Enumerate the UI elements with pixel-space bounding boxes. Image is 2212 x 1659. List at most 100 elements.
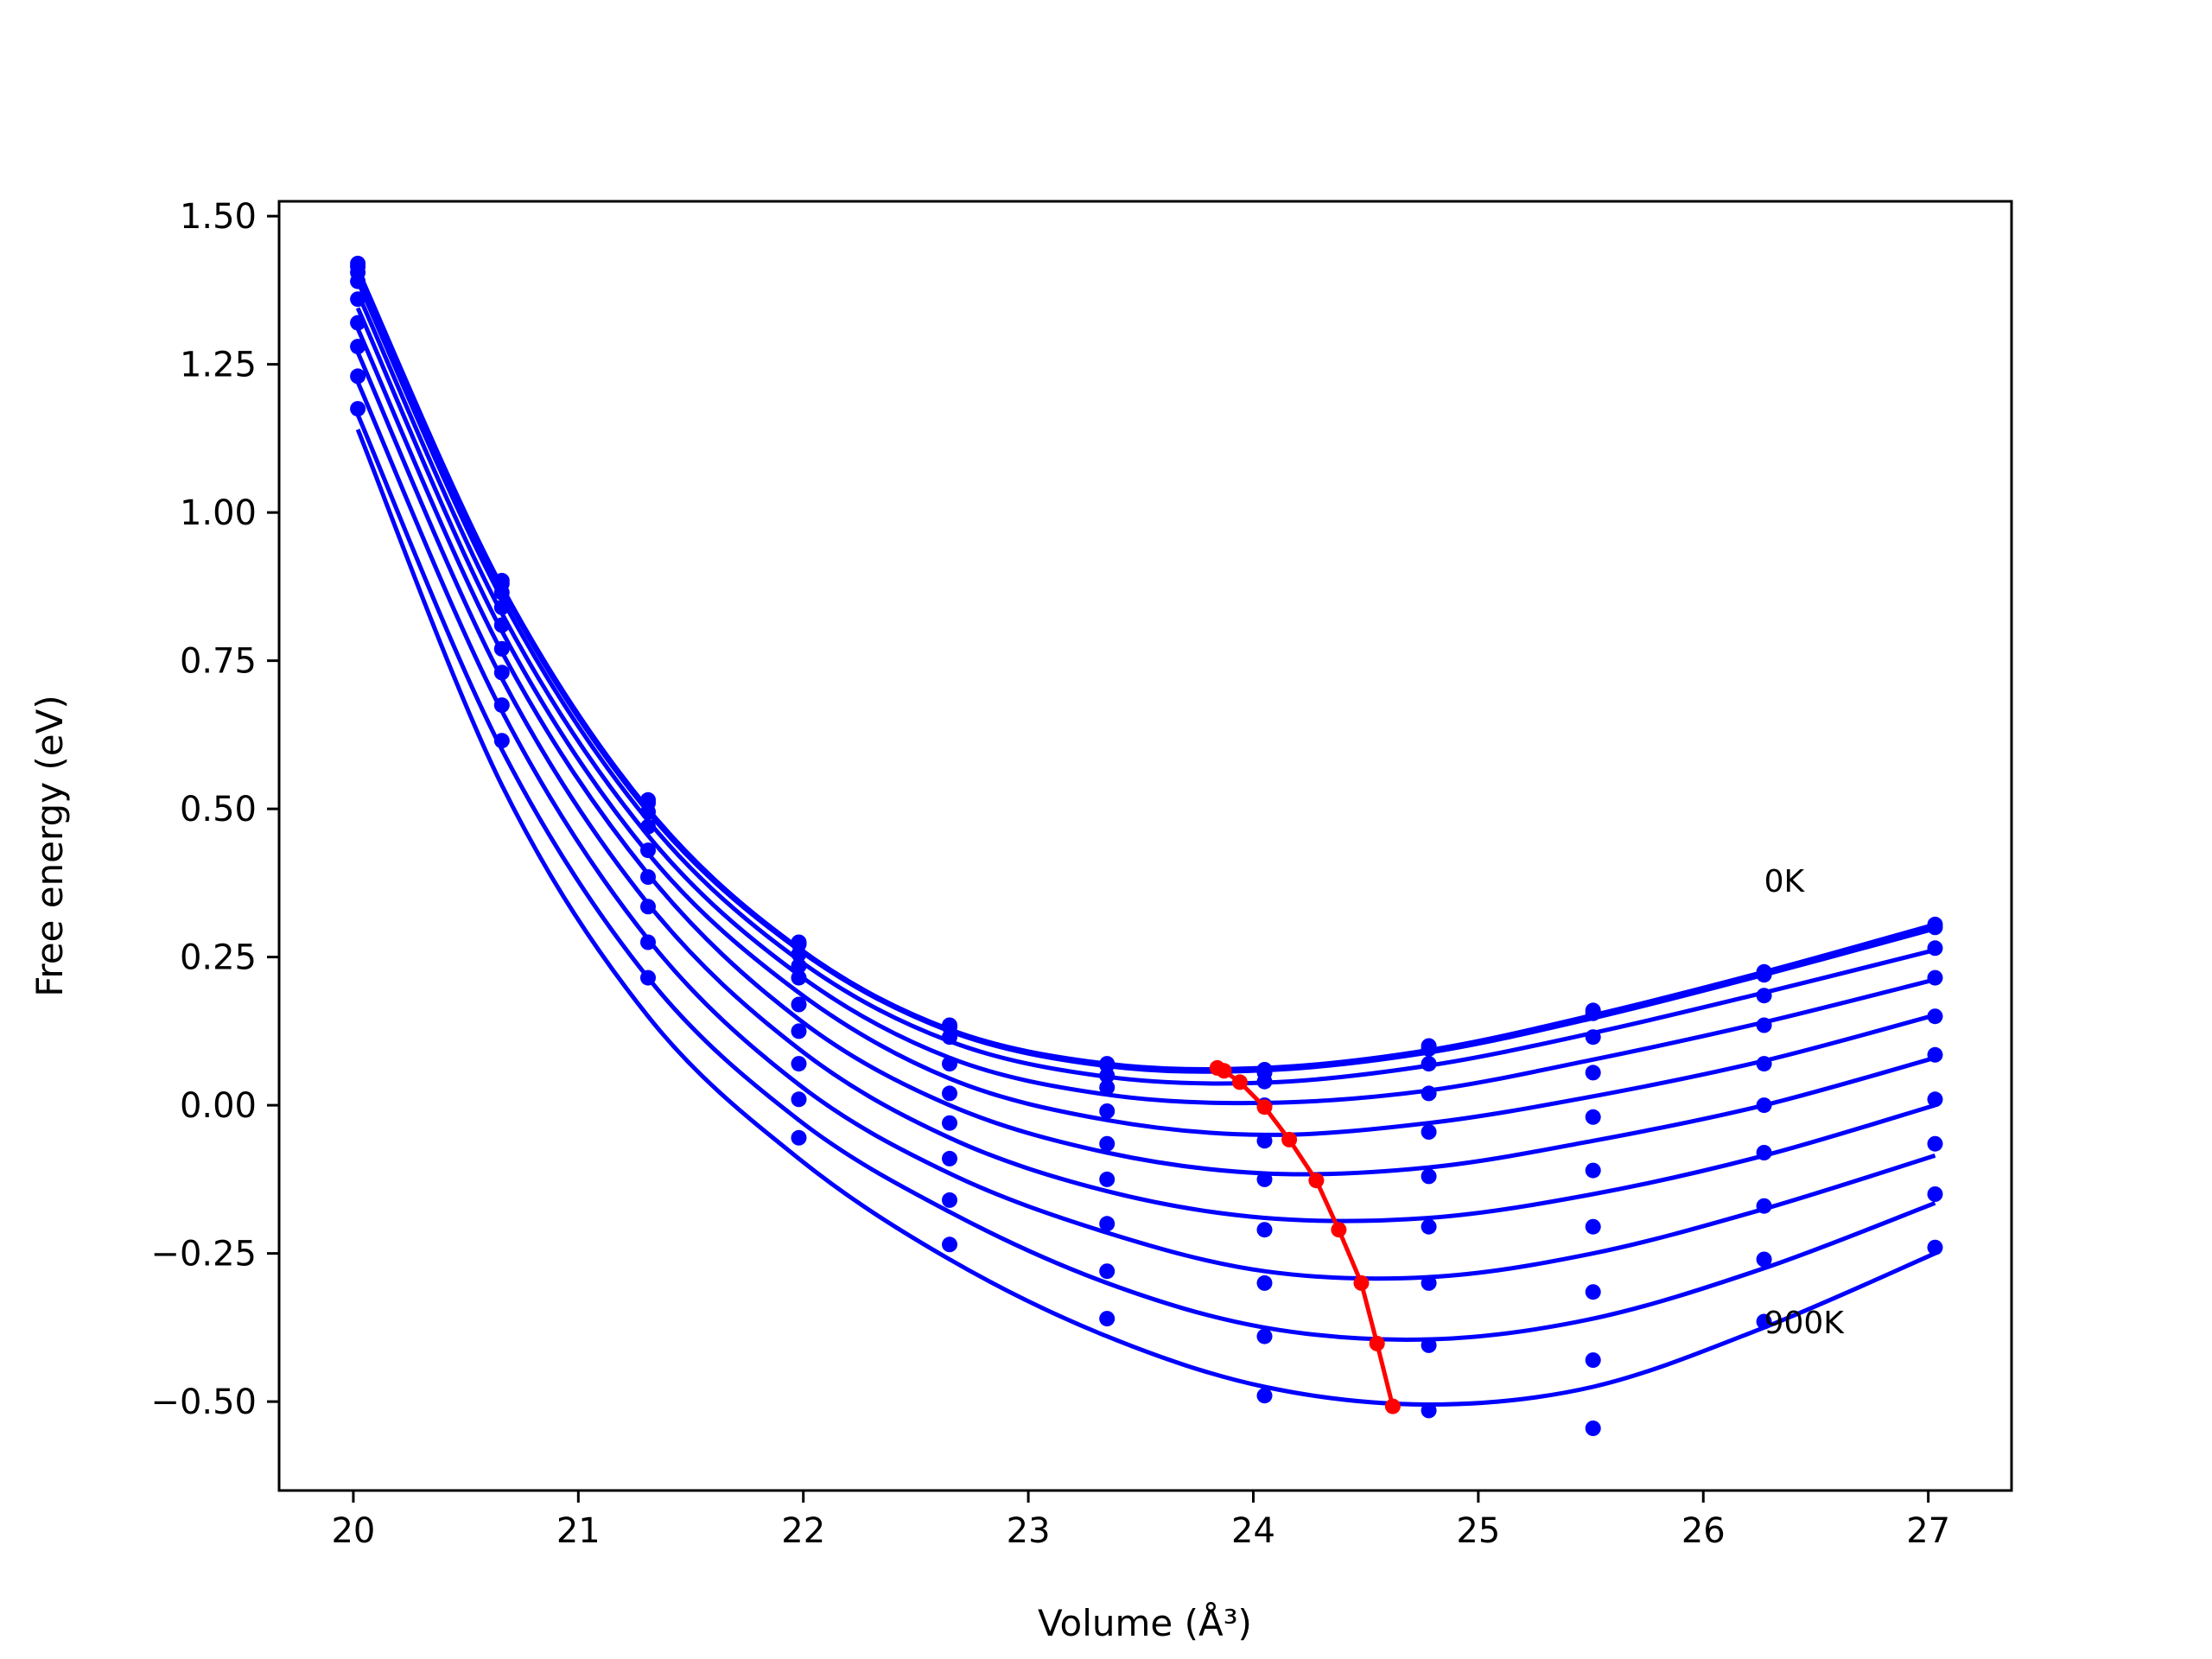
data-point	[1585, 1421, 1601, 1436]
data-points	[350, 256, 1943, 1436]
data-point	[942, 1115, 957, 1131]
annotation-0k: 0K	[1764, 864, 1806, 899]
data-point	[791, 1091, 807, 1108]
data-point	[1927, 1008, 1943, 1025]
data-point	[1585, 1352, 1601, 1369]
y-axis-ticks: 1.50 1.25 1.00 0.75 0.50 0.25 0.00 −0.25 −0.50	[150, 197, 279, 1422]
data-point	[1421, 1402, 1437, 1419]
data-point	[350, 401, 366, 417]
data-point	[1256, 1073, 1273, 1090]
data-point	[1756, 1017, 1772, 1033]
y-tick-label: 1.25	[180, 346, 257, 385]
y-tick-label: 1.00	[180, 493, 257, 533]
data-point	[942, 1192, 957, 1208]
data-point	[1099, 1216, 1116, 1232]
plot-frame	[277, 200, 2013, 1492]
data-point	[791, 1023, 807, 1039]
x-tick-label: 20	[331, 1511, 375, 1551]
y-tick-label: 1.50	[180, 197, 257, 237]
data-point	[1756, 1056, 1772, 1072]
data-point	[1099, 1311, 1116, 1327]
fit-curve-8	[355, 414, 1936, 1342]
data-point	[791, 1056, 807, 1072]
data-point	[1256, 1388, 1273, 1404]
data-point	[1585, 1029, 1601, 1046]
fit-curve-2	[355, 280, 1936, 1086]
data-point	[1756, 1145, 1772, 1160]
x-tick-label: 23	[1007, 1511, 1051, 1551]
y-axis-label: Free energy (eV)	[29, 695, 71, 997]
data-point	[942, 1085, 957, 1102]
data-point	[1421, 1124, 1437, 1140]
data-point	[493, 599, 510, 615]
data-point	[1585, 1109, 1601, 1125]
data-point	[1256, 1274, 1273, 1291]
data-point	[1756, 1097, 1772, 1114]
y-tick-label: 0.75	[180, 642, 257, 682]
data-point	[942, 1056, 957, 1072]
minimum-point	[1281, 1131, 1298, 1147]
data-point	[942, 1236, 957, 1253]
y-tick-label: −0.50	[150, 1382, 257, 1422]
data-point	[350, 273, 366, 289]
data-point	[1585, 1162, 1601, 1179]
data-point	[493, 697, 510, 714]
data-point	[1756, 1198, 1772, 1214]
minimum-point	[1308, 1173, 1325, 1189]
minimum-point	[1353, 1274, 1370, 1291]
data-point	[1585, 1218, 1601, 1235]
data-point	[1927, 940, 1943, 957]
data-point	[640, 842, 656, 859]
fit-curve-4	[355, 307, 1936, 1137]
data-point	[1256, 1328, 1273, 1344]
data-point	[640, 899, 656, 915]
y-tick-label: 0.50	[180, 790, 257, 830]
minimum-point	[1231, 1074, 1248, 1090]
data-point	[1421, 1218, 1437, 1235]
data-point	[1927, 969, 1943, 986]
x-tick-label: 26	[1681, 1511, 1726, 1551]
data-point	[1099, 1057, 1116, 1073]
data-point	[1585, 1065, 1601, 1081]
x-tick-label: 27	[1906, 1511, 1950, 1551]
data-point	[1927, 1239, 1943, 1255]
minima-curve	[1209, 1059, 1401, 1414]
data-point	[640, 869, 656, 885]
data-point	[640, 818, 656, 835]
data-point	[1099, 1067, 1116, 1084]
data-point	[1421, 1337, 1437, 1353]
data-point	[493, 640, 510, 657]
fit-curve-9	[355, 429, 1936, 1408]
data-point	[493, 584, 510, 601]
y-tick-label: 0.25	[180, 938, 257, 978]
data-point	[493, 733, 510, 749]
data-point	[350, 291, 366, 308]
data-point	[942, 1029, 957, 1046]
data-point	[1927, 1135, 1943, 1152]
data-point	[1099, 1079, 1116, 1096]
fit-curves	[355, 268, 1936, 1408]
data-point	[1421, 1040, 1437, 1057]
data-point	[1099, 1171, 1116, 1187]
data-point	[1099, 1135, 1116, 1152]
data-point	[1756, 1251, 1772, 1268]
minimum-point	[1369, 1335, 1385, 1351]
x-axis-ticks: 20 21 22 23 24 25 26 27	[331, 1491, 1950, 1551]
data-point	[1927, 1046, 1943, 1063]
x-tick-label: 24	[1231, 1511, 1275, 1551]
data-point	[640, 934, 656, 950]
data-point	[1256, 1171, 1273, 1187]
minimum-point	[1256, 1099, 1273, 1116]
data-point	[1585, 1284, 1601, 1300]
minima-line	[1216, 1065, 1395, 1408]
data-point	[791, 969, 807, 986]
minimum-point	[1216, 1063, 1232, 1079]
data-point	[791, 1129, 807, 1146]
fit-curve-6	[355, 351, 1936, 1224]
data-point	[1927, 1186, 1943, 1202]
data-point	[1927, 1091, 1943, 1108]
x-axis-label: Volume (Å³)	[1038, 1601, 1252, 1644]
fit-curve-7	[355, 381, 1936, 1281]
